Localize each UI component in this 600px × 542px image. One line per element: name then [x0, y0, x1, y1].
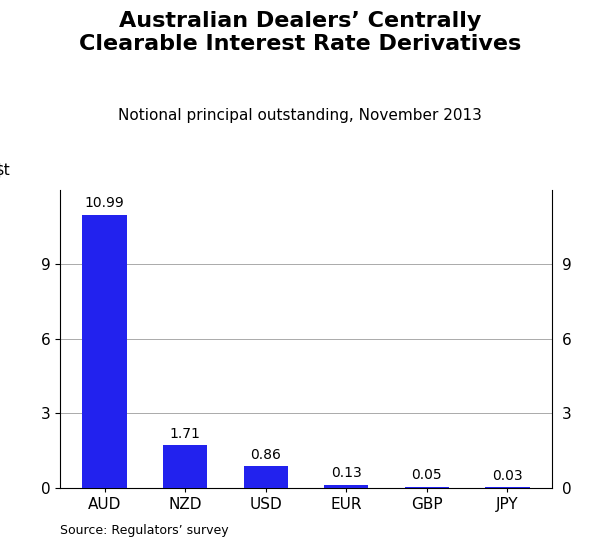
Text: Source: Regulators’ survey: Source: Regulators’ survey [60, 524, 229, 537]
Bar [82, 215, 127, 488]
Text: 1.71: 1.71 [170, 427, 200, 441]
Text: 0.86: 0.86 [250, 448, 281, 462]
Bar [163, 446, 207, 488]
Bar [485, 487, 530, 488]
Text: Australian Dealers’ Centrally
Clearable Interest Rate Derivatives: Australian Dealers’ Centrally Clearable … [79, 11, 521, 54]
Bar [405, 487, 449, 488]
Text: Notional principal outstanding, November 2013: Notional principal outstanding, November… [118, 108, 482, 124]
Text: $t: $t [0, 163, 11, 178]
Text: 10.99: 10.99 [85, 196, 124, 210]
Text: 0.03: 0.03 [492, 469, 523, 482]
Bar [244, 467, 288, 488]
Bar [324, 485, 368, 488]
Text: 0.05: 0.05 [412, 468, 442, 482]
Text: 0.13: 0.13 [331, 466, 362, 480]
